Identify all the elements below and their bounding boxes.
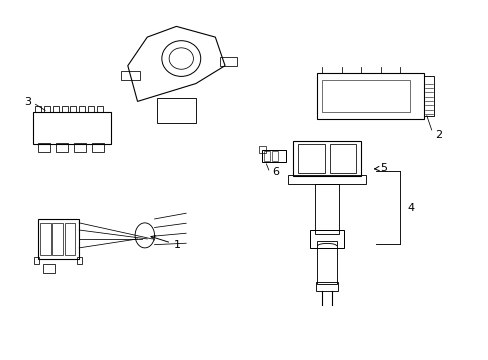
Bar xyxy=(42,264,55,273)
Bar xyxy=(314,184,339,234)
Bar xyxy=(316,282,337,291)
Bar xyxy=(52,223,63,255)
Text: 3: 3 xyxy=(24,97,32,107)
Bar xyxy=(317,241,336,284)
Bar xyxy=(120,71,140,80)
Bar xyxy=(424,76,433,116)
Bar xyxy=(77,257,81,264)
Text: 5: 5 xyxy=(374,163,387,173)
Bar xyxy=(64,223,75,255)
Bar xyxy=(38,219,79,258)
Bar xyxy=(264,151,269,161)
Bar xyxy=(292,141,361,176)
Text: 2: 2 xyxy=(434,130,442,140)
Bar xyxy=(53,106,59,112)
Bar xyxy=(97,106,102,112)
Bar xyxy=(38,143,50,152)
Bar xyxy=(34,257,39,264)
Bar xyxy=(322,80,409,112)
Bar xyxy=(56,143,68,152)
Bar xyxy=(309,230,344,248)
Bar xyxy=(70,106,76,112)
Bar xyxy=(61,106,67,112)
Bar xyxy=(88,106,94,112)
Bar xyxy=(33,112,111,144)
Bar xyxy=(261,150,285,162)
Bar xyxy=(44,106,50,112)
Bar xyxy=(317,73,424,119)
Text: 1: 1 xyxy=(151,236,181,250)
Bar xyxy=(297,144,324,173)
Text: 6: 6 xyxy=(272,167,279,177)
Bar xyxy=(79,106,85,112)
Bar xyxy=(272,151,278,161)
Bar xyxy=(220,57,237,66)
Bar xyxy=(35,106,41,112)
Bar xyxy=(74,143,86,152)
Bar xyxy=(259,146,266,153)
Bar xyxy=(40,223,51,255)
Bar xyxy=(92,143,104,152)
Text: 4: 4 xyxy=(407,203,414,213)
Bar xyxy=(329,144,356,173)
Bar xyxy=(157,98,196,123)
Bar xyxy=(287,175,366,184)
